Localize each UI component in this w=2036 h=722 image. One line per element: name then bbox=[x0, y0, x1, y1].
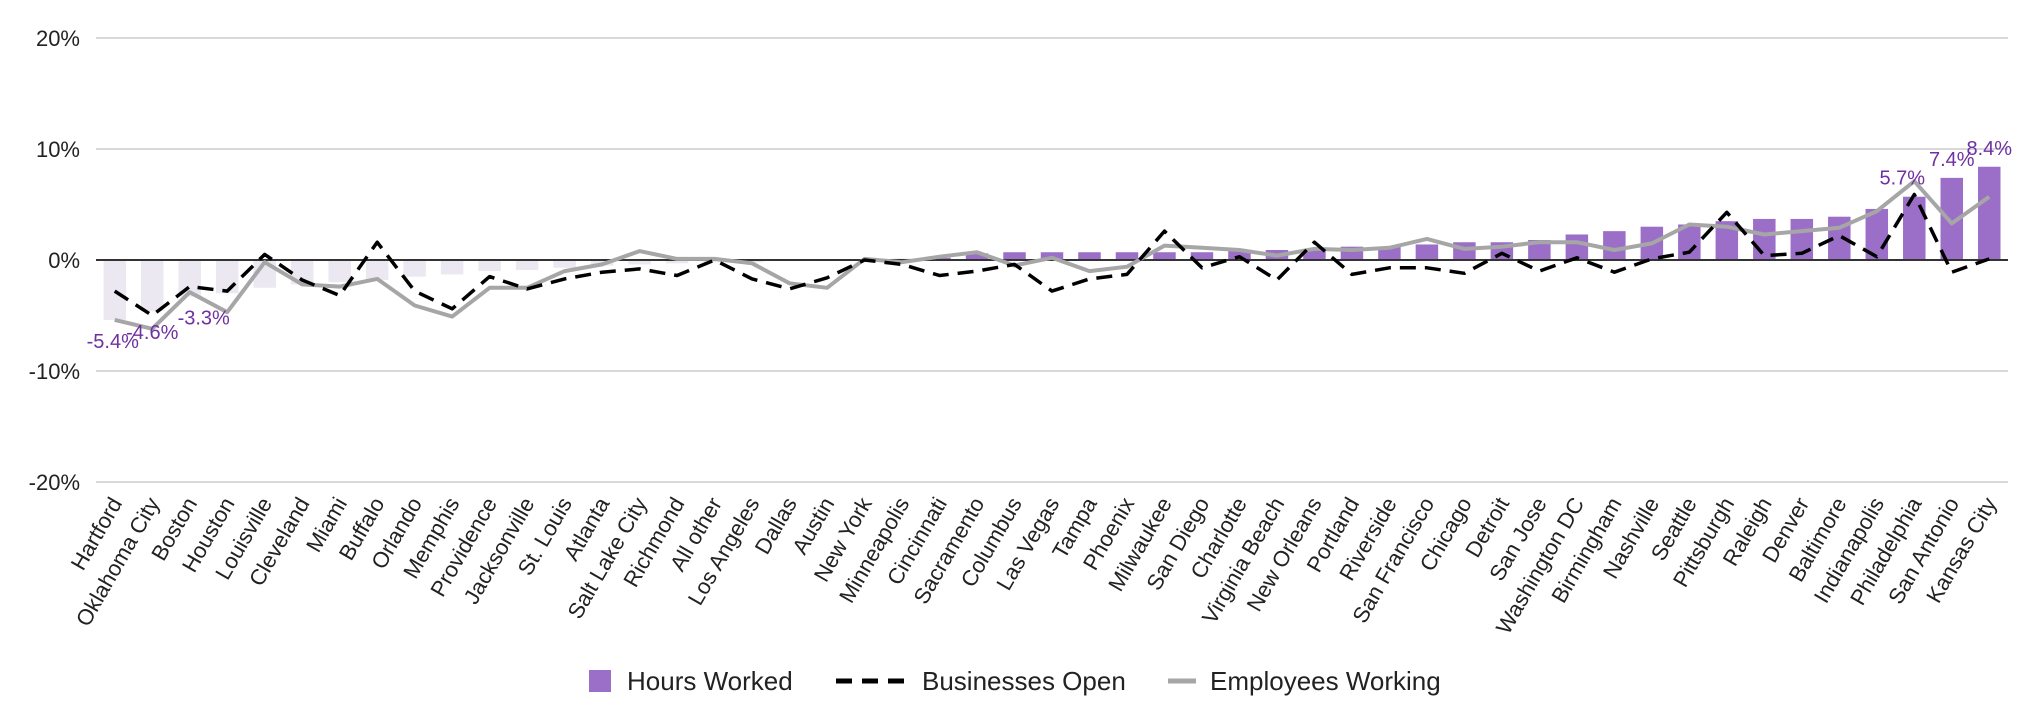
bar-hours-worked bbox=[1078, 252, 1101, 260]
data-label: -5.4% bbox=[87, 331, 139, 353]
bar-hours-worked bbox=[1715, 221, 1739, 260]
legend-swatch-hours-worked bbox=[589, 670, 611, 692]
bar-hours-worked bbox=[1415, 244, 1439, 260]
legend-label-businesses-open: Businesses Open bbox=[922, 666, 1126, 696]
bar-hours-worked bbox=[1678, 224, 1701, 260]
bar-hours-worked bbox=[1603, 231, 1626, 260]
bar-hours-worked bbox=[553, 260, 576, 268]
bar-hours-worked bbox=[478, 260, 501, 272]
y-tick-label: 0% bbox=[48, 248, 80, 273]
bar-hours-worked bbox=[965, 253, 989, 260]
y-tick-label: -10% bbox=[29, 359, 80, 384]
legend-label-hours-worked: Hours Worked bbox=[627, 666, 793, 696]
bar-hours-worked bbox=[665, 260, 689, 264]
bar-hours-worked bbox=[1190, 252, 1214, 260]
legend: Hours Worked Businesses Open Employees Wor… bbox=[589, 666, 1441, 696]
hours-worked-bars bbox=[103, 166, 2001, 320]
data-label: 8.4% bbox=[1966, 138, 2012, 160]
bar-hours-worked bbox=[703, 260, 726, 263]
bar-hours-worked bbox=[328, 260, 351, 283]
bar-hours-worked bbox=[1303, 248, 1326, 260]
data-label: 7.4% bbox=[1929, 149, 1975, 171]
data-label: -4.6% bbox=[126, 322, 178, 344]
gridlines bbox=[96, 37, 2008, 483]
bar-hours-worked bbox=[403, 260, 426, 277]
bar-hours-worked bbox=[290, 260, 314, 285]
bar-hours-worked bbox=[1940, 177, 1964, 260]
bar-hours-worked bbox=[1153, 252, 1176, 260]
bar-hours-worked bbox=[515, 260, 539, 270]
bar-hours-worked bbox=[1903, 196, 1926, 260]
bar-hours-worked bbox=[1978, 166, 2001, 260]
y-tick-label: -20% bbox=[29, 470, 80, 495]
bar-hours-worked bbox=[628, 260, 651, 265]
bar-hours-worked bbox=[440, 260, 464, 275]
bar-hours-worked bbox=[928, 257, 951, 260]
bar-hours-worked bbox=[178, 260, 201, 297]
bar-hours-worked bbox=[365, 260, 389, 280]
y-tick-label: 20% bbox=[36, 26, 80, 51]
employees-working-line bbox=[114, 179, 1991, 331]
bar-hours-worked bbox=[740, 260, 764, 263]
bar-hours-worked bbox=[1528, 240, 1551, 260]
legend-label-employees-working: Employees Working bbox=[1210, 666, 1441, 696]
bar-hours-worked bbox=[1003, 252, 1026, 260]
businesses-open-line bbox=[113, 192, 1990, 318]
data-label: -3.3% bbox=[178, 308, 230, 330]
bar-hours-worked bbox=[103, 260, 126, 320]
bar-hours-worked bbox=[1115, 252, 1139, 260]
data-label: 5.7% bbox=[1879, 168, 1925, 190]
bar-hours-worked bbox=[215, 260, 239, 294]
bar-hours-worked bbox=[140, 260, 164, 312]
y-tick-label: 10% bbox=[36, 137, 80, 162]
